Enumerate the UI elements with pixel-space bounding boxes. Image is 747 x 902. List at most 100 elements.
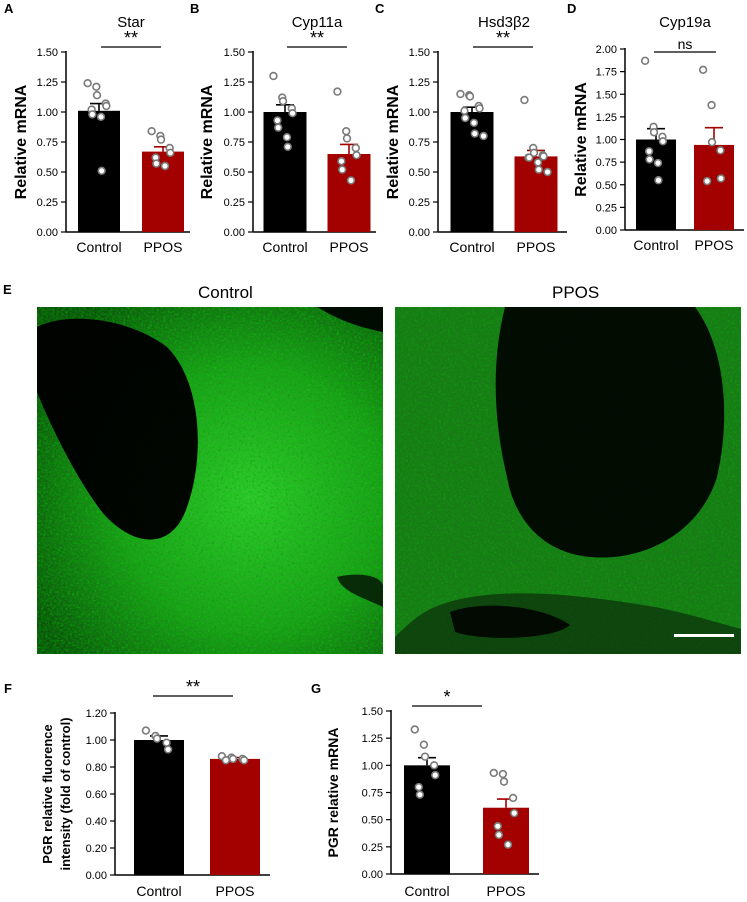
data-point: [716, 146, 725, 155]
significance-label: **: [310, 28, 324, 48]
data-point: [141, 726, 151, 735]
bar-control: [404, 765, 450, 874]
category-label: PPOS: [216, 883, 255, 899]
data-point: [274, 123, 283, 132]
y-tick-label: 0.50: [224, 167, 245, 179]
data-point: [534, 165, 543, 174]
y-tick-label: 0.50: [37, 167, 58, 179]
y-tick-label: 0.50: [596, 180, 617, 192]
data-point: [282, 133, 292, 142]
data-point: [431, 770, 440, 780]
data-point: [702, 176, 712, 186]
data-point: [97, 166, 106, 176]
data-point: [429, 761, 439, 770]
y-tick-label: 0.00: [224, 227, 245, 239]
data-point: [520, 95, 529, 105]
micrograph-control-label: Control: [198, 283, 253, 302]
data-point: [707, 100, 716, 110]
data-point: [102, 101, 111, 111]
chart-title: Hsd3β2: [478, 14, 530, 31]
data-point: [92, 82, 101, 92]
data-point: [510, 808, 519, 818]
data-point: [493, 821, 502, 831]
y-tick-label: 0.75: [596, 157, 617, 169]
y-tick-label: 0.00: [86, 870, 107, 882]
y-axis-label: Relative mRNA: [13, 84, 30, 199]
y-tick-label: 0.60: [86, 789, 107, 801]
significance-label: **: [186, 677, 200, 697]
data-point: [640, 56, 650, 65]
data-point: [163, 745, 173, 754]
panel-letter-e: E: [3, 282, 12, 297]
data-point: [338, 165, 347, 174]
y-tick-label: 1.50: [596, 89, 617, 101]
data-point: [529, 148, 539, 158]
data-point: [469, 118, 479, 128]
data-point: [461, 113, 470, 123]
bar-ppos: [694, 144, 734, 230]
y-axis-label: PGR relative mRNA: [325, 728, 341, 858]
scale-bar: [674, 634, 734, 637]
micrograph-control: [37, 307, 383, 654]
bar-ppos: [210, 758, 260, 875]
chart-title: Cyp19a: [659, 14, 711, 31]
data-point: [460, 106, 469, 116]
data-point: [470, 129, 479, 138]
data-point: [420, 752, 430, 761]
y-tick-label: 0.75: [37, 137, 58, 149]
data-point: [352, 151, 361, 160]
y-tick-label: 0.25: [362, 842, 383, 854]
data-point: [283, 142, 292, 152]
y-tick-label: 0.00: [37, 227, 58, 239]
significance-label: **: [124, 28, 138, 48]
data-point: [539, 152, 548, 161]
data-point: [333, 87, 342, 96]
y-tick-label: 0.25: [37, 197, 58, 209]
data-point: [273, 116, 282, 125]
data-point: [342, 134, 352, 143]
data-point: [525, 153, 534, 162]
data-point: [88, 110, 97, 119]
data-point: [152, 734, 162, 743]
chart-hsd3b2: 0.00 0.25 0.50 0.75 1.00 1.25 1.50 Control PPOS *…: [385, 14, 567, 255]
data-point: [239, 756, 249, 765]
chart-cyp19a: 0.00 0.25 0.50 0.75 1.00 1.25 1.50 1.75 2.00 Cont…: [573, 14, 744, 253]
y-tick-label: 0.25: [409, 197, 430, 209]
data-point: [288, 108, 297, 118]
panel-letter-d: D: [567, 1, 577, 16]
data-point: [419, 740, 429, 749]
y-tick-label: 0.00: [409, 227, 430, 239]
bar-control: [134, 740, 184, 875]
data-point: [410, 725, 419, 734]
data-point: [152, 159, 161, 168]
y-axis-label: Relative mRNA: [199, 84, 216, 199]
category-label: Control: [262, 239, 307, 255]
category-label: Control: [449, 239, 494, 255]
data-point: [658, 137, 668, 146]
y-tick-label: 1.25: [409, 77, 430, 89]
y-tick-label: 1.00: [86, 735, 107, 747]
y-tick-label: 0.80: [86, 762, 107, 774]
category-label: PPOS: [144, 239, 183, 255]
y-tick-label: 0.75: [224, 137, 245, 149]
data-point: [346, 176, 356, 185]
data-point: [156, 135, 166, 144]
category-label: Control: [404, 883, 449, 899]
data-point: [166, 148, 175, 158]
data-point: [228, 754, 238, 764]
data-point: [489, 768, 498, 778]
y-tick-label: 1.00: [409, 107, 430, 119]
data-point: [654, 176, 663, 185]
data-point: [92, 90, 102, 100]
y-axis-label: Relative mRNA: [385, 84, 402, 199]
panel-letter-a: A: [4, 1, 14, 16]
chart-pgr-fluorescence: 0.00 0.20 0.40 0.60 0.80 1.00 1.20 Control PPOS *…: [40, 677, 270, 899]
data-point: [479, 131, 488, 141]
category-label: Control: [633, 237, 678, 253]
category-label: PPOS: [487, 883, 526, 899]
significance-label: *: [443, 687, 450, 707]
data-point: [221, 756, 231, 765]
bar-control: [263, 112, 307, 232]
panel-letter-f: F: [4, 681, 12, 696]
category-label: PPOS: [330, 239, 369, 255]
